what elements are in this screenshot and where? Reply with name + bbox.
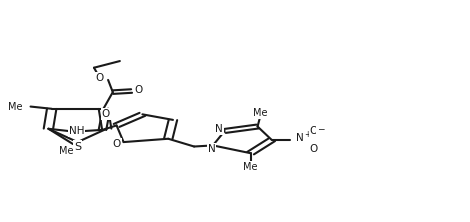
Text: O: O <box>95 73 104 83</box>
Text: Me: Me <box>243 161 258 172</box>
Text: S: S <box>74 141 81 152</box>
Text: Me: Me <box>59 146 73 156</box>
Text: NH: NH <box>69 126 84 136</box>
Text: N: N <box>208 144 215 155</box>
Text: −: − <box>317 124 325 133</box>
Text: Me: Me <box>8 101 22 112</box>
Text: N: N <box>215 124 223 134</box>
Text: O: O <box>112 139 121 149</box>
Text: Me: Me <box>253 108 267 118</box>
Text: O: O <box>134 85 143 95</box>
Text: +: + <box>304 130 310 139</box>
Text: O: O <box>310 126 318 136</box>
Text: O: O <box>102 109 110 119</box>
Text: O: O <box>310 144 318 154</box>
Text: N: N <box>296 133 304 143</box>
